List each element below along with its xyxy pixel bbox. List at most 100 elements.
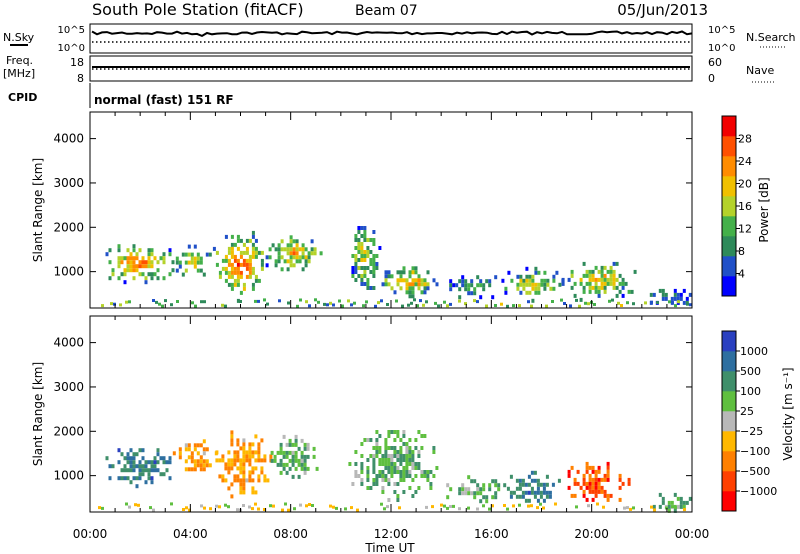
power-cell [609,269,613,274]
velocity-cell [606,473,610,478]
power-cell [236,266,240,271]
power-cell [289,243,293,248]
power-cell [317,300,320,304]
power-cell [585,269,589,274]
velocity-cell [199,467,203,472]
velocity-cell [291,474,295,479]
velocity-cell [393,450,397,454]
power-cell [555,270,559,275]
velocity-cbar-label-3: 25 [740,405,754,418]
power-cell [543,286,547,291]
velocity-cell [390,430,394,434]
power-cell [578,304,581,308]
velocity-cell [285,462,289,467]
velocity-cell [627,477,631,482]
velocity-cell [126,452,130,457]
power-cell [411,266,415,271]
velocity-cell [674,506,677,510]
power-cell [396,278,400,283]
velocity-cell [123,468,127,473]
power-cell [227,258,231,263]
power-cell [230,254,234,259]
velocity-cell [375,446,379,450]
power-cell [101,304,104,308]
velocity-cell [396,466,400,470]
power-cell [372,258,376,262]
power-cell [525,290,529,295]
power-cell [372,286,376,290]
power-cell [120,272,124,277]
power-cell [537,290,541,295]
velocity-cell [279,458,283,463]
power-cell [527,300,530,304]
velocity-cell [606,465,610,470]
power-cell [673,288,677,293]
power-cell [199,260,203,265]
power-cell [354,246,358,250]
power-cell [357,230,361,234]
velocity-cell [384,458,388,462]
velocity-cell [393,470,397,474]
power-cell [500,302,503,306]
velocity-cell [585,469,589,474]
power-cell [579,297,583,302]
power-cell [652,292,656,297]
power-cell [239,270,243,275]
velocity-cell [285,470,289,475]
power-cell [224,266,228,271]
velocity-cell [242,458,246,463]
velocity-cell [518,503,521,507]
velocity-cell [573,493,577,498]
velocity-cell [221,478,225,483]
velocity-cell [299,503,302,507]
power-colorbar-swatch-6 [722,156,736,177]
power-cell [205,252,209,257]
velocity-cell [609,493,613,498]
velocity-cell [603,489,607,494]
velocity-cell [588,465,592,470]
power-cell [594,289,598,294]
power-cbar-label-1: 8 [738,245,745,258]
time-tick-label-0: 00:00 [73,527,108,541]
power-cell [260,266,264,271]
velocity-cell [576,469,580,474]
power-cell [271,243,275,248]
power-cell [546,278,550,283]
power-cell [369,262,373,266]
power-cell [248,274,252,279]
velocity-cell [159,472,163,477]
velocity-cell [153,456,157,461]
velocity-cell [621,481,625,486]
velocity-cell [596,502,599,506]
velocity-cell [147,460,151,465]
velocity-cell [393,462,397,466]
velocity-cell [297,458,301,463]
power-cell [242,250,246,255]
power-cell [362,304,365,308]
power-cell [129,256,133,261]
power-cell [187,244,191,249]
power-cell [560,298,563,302]
velocity-cell [351,482,355,486]
velocity-cell [414,438,418,442]
power-cell [289,251,293,256]
velocity-cell [132,456,136,461]
velocity-cell [588,477,592,482]
power-colorbar-swatch-0 [722,276,736,297]
power-cell [307,255,311,260]
velocity-cell [138,476,142,481]
power-cell [600,265,604,270]
power-cell [458,287,462,292]
velocity-cell [303,458,307,463]
velocity-cell [588,481,592,486]
power-cell [295,259,299,264]
velocity-cell [582,481,586,486]
velocity-colorbar-swatch-8 [722,331,736,352]
velocity-cell [218,474,222,479]
power-cell [138,260,142,265]
power-cell [181,272,185,277]
power-cell [473,287,477,292]
velocity-cell [363,438,367,442]
power-cell [417,274,421,279]
power-cell [449,302,452,306]
